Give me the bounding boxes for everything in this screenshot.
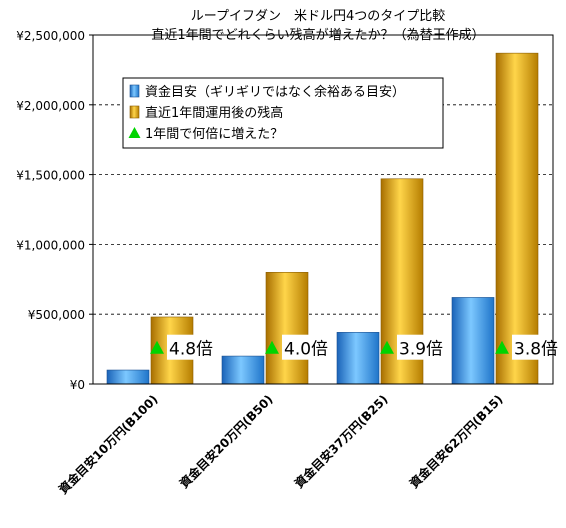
legend: 資金目安（ギリギリではなく余裕ある目安） 直近1年間運用後の残高 1年間で何倍に… — [122, 77, 444, 149]
legend-marker-multiplier — [128, 127, 141, 138]
plot-frame — [92, 34, 554, 385]
legend-box — [122, 77, 444, 149]
chart-title: ループイフダン 米ドル円4つのタイプ比較 — [191, 9, 446, 24]
y-tick-label: ¥1,000,000 — [16, 238, 85, 252]
multiplier-label-bg — [282, 334, 330, 360]
y-tick-label: ¥2,500,000 — [16, 29, 85, 43]
multiplier-label-bg — [397, 334, 445, 360]
multiplier-marker — [150, 340, 164, 354]
y-tick-label: ¥1,500,000 — [16, 169, 85, 183]
legend-swatch-budget — [129, 84, 140, 98]
x-tick-label: 資金目安62万円(B15) — [406, 392, 505, 491]
x-axis-ticks: 資金目安10万円(B100) 資金目安20万円(B50) 資金目安37万円(B25)… — [55, 392, 505, 497]
multiplier-label: 4.0倍 — [284, 340, 328, 360]
legend-label-balance: 直近1年間運用後の残高 — [145, 105, 283, 121]
multiplier-marker — [265, 340, 279, 354]
legend-swatch-balance — [129, 105, 140, 119]
x-tick-label: 資金目安10万円(B100) — [55, 392, 160, 497]
y-tick-label: ¥0 — [70, 378, 85, 392]
multiplier-label: 3.8倍 — [514, 340, 558, 360]
multiplier-marker — [380, 340, 394, 354]
bar-balance — [495, 52, 539, 385]
multiplier-label: 3.9倍 — [399, 340, 443, 360]
multiplier-label-bg — [512, 334, 560, 360]
x-tick-label: 資金目安37万円(B25) — [291, 392, 390, 491]
multiplier-marker — [495, 340, 509, 354]
multiplier-label-bg — [167, 334, 215, 360]
bar-balance — [265, 272, 309, 385]
bar-budget — [221, 355, 265, 385]
legend-label-multiplier: 1年間で何倍に増えた？ — [145, 126, 283, 142]
bar-budget — [336, 332, 380, 385]
y-axis-ticks: ¥0 ¥500,000 ¥1,000,000 ¥1,500,000 ¥2,000,000… — [16, 29, 93, 392]
bars: 4.8倍 4.0倍 3.9倍 3.8倍 — [106, 52, 560, 385]
legend-label-budget: 資金目安（ギリギリではなく余裕ある目安） — [145, 84, 405, 100]
y-tick-label: ¥2,000,000 — [16, 99, 85, 113]
y-tick-label: ¥500,000 — [28, 308, 85, 322]
multiplier-label: 4.8倍 — [169, 340, 213, 360]
x-tick-label: 資金目安20万円(B50) — [176, 392, 275, 491]
bar-budget — [106, 369, 150, 385]
bar-budget — [451, 297, 495, 385]
